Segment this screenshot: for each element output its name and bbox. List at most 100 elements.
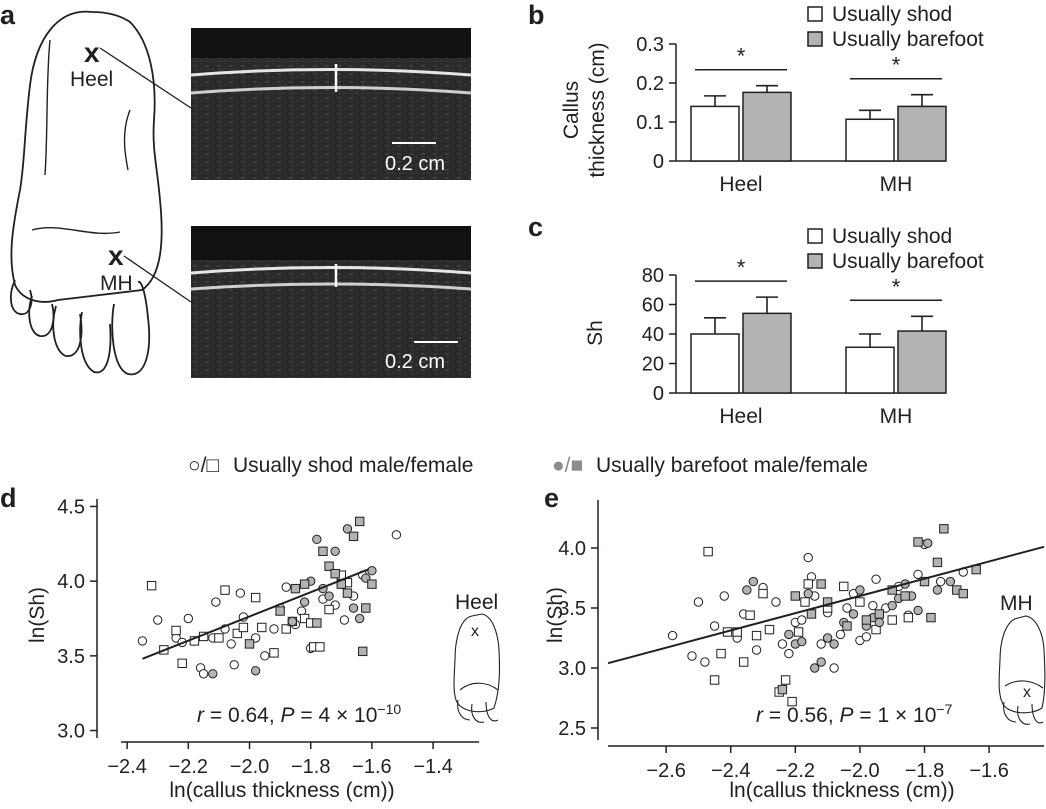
chart-e-point-circle-open bbox=[719, 591, 729, 601]
chart-e-point-square-filled bbox=[777, 684, 788, 695]
legend-b-barefoot-swatch bbox=[807, 31, 823, 47]
chart-d-point-square-filled bbox=[290, 583, 301, 594]
chart-d-point-square-open bbox=[250, 592, 261, 603]
chart-c-bar-heel-shod bbox=[690, 333, 740, 394]
chart-d-point-square-open bbox=[214, 633, 224, 643]
chart-e-point-circle-open bbox=[777, 639, 788, 649]
chart-e-point-circle-filled bbox=[829, 639, 839, 649]
chart-e-xtick-label: −1.6 bbox=[969, 760, 1008, 782]
chart-e-point-circle-filled bbox=[848, 609, 859, 619]
chart-e-xtick-label: −1.8 bbox=[905, 760, 944, 782]
legend-c-shod-swatch bbox=[807, 228, 823, 244]
chart-d-point-circle-filled bbox=[324, 591, 334, 601]
chart-d-point-circle-open bbox=[339, 615, 350, 625]
legend-c-barefoot-swatch bbox=[807, 253, 823, 269]
panel-label-b: b bbox=[528, 0, 545, 30]
legend-b-shod-label: Usually shod bbox=[832, 3, 952, 26]
chart-d-point-square-open bbox=[324, 604, 334, 615]
chart-e-point-square-open bbox=[709, 675, 720, 685]
chart-e-point-square-filled bbox=[861, 615, 872, 625]
chart-e-ytick-label: 4.0 bbox=[558, 538, 586, 560]
chart-b-bar-mh-shod bbox=[845, 118, 895, 162]
chart-e-p-value: 1 × 10 bbox=[877, 704, 936, 727]
legend-b-shod-swatch bbox=[807, 6, 823, 22]
chart-c-bar-mh-barefoot bbox=[897, 330, 947, 394]
chart-e-point-square-open bbox=[764, 624, 775, 635]
chart-e-xtick-label: −2.2 bbox=[776, 760, 815, 782]
chart-c-ytick-label: 20 bbox=[642, 354, 664, 376]
chart-e-point-square-open bbox=[745, 610, 755, 620]
chart-d-point-circle-open bbox=[260, 651, 270, 661]
chart-e-point-square-open bbox=[751, 630, 762, 641]
chart-e-point-circle-open bbox=[771, 597, 781, 607]
chart-d-point-circle-filled bbox=[312, 534, 322, 545]
chart-c-xtick-label: MH bbox=[880, 405, 913, 428]
chart-e-point-square-filled bbox=[842, 621, 852, 631]
chart-d-point-circle-open bbox=[198, 669, 209, 679]
chart-e-annotation: r = 0.56, P = 1 × 10−7 bbox=[756, 701, 953, 727]
chart-d-ytick-label: 3.0 bbox=[57, 721, 85, 743]
panel-label-c: c bbox=[528, 212, 543, 242]
chart-d-point-circle-open bbox=[137, 636, 148, 646]
chart-e-scatter-plot: 2.5 3.0 3.5 4.0 −2.6 −2.4 −2.2 −2.0 −1.8 −1.6 bbox=[558, 500, 1045, 782]
heel-skin-surface bbox=[190, 68, 472, 77]
chart-e-point-circle-filled bbox=[809, 663, 820, 673]
chart-d-point-square-open bbox=[220, 585, 230, 595]
chart-d-point-square-filled bbox=[367, 579, 377, 589]
chart-d-xlabel: ln(callus thickness (cm)) bbox=[169, 779, 394, 802]
chart-c-ytick-label: 80 bbox=[642, 265, 664, 287]
chart-d-point-circle-open bbox=[391, 530, 402, 540]
chart-b-bar-mh-barefoot bbox=[897, 105, 947, 162]
legend-barefoot-symbols: ●/■ bbox=[552, 454, 583, 477]
mh-inset-foot-icon bbox=[998, 615, 1046, 725]
chart-e-inset-title: MH bbox=[1000, 592, 1033, 615]
legend-c-barefoot-label: Usually barefoot bbox=[832, 250, 984, 273]
chart-b-ylabel-line1: Callus bbox=[560, 81, 583, 139]
chart-e-point-circle-filled bbox=[797, 636, 807, 647]
chart-b-bar-chart: 0 0.1 0.2 0.3 * Heel * MH bbox=[636, 34, 947, 196]
chart-e-point-square-filled bbox=[932, 557, 943, 568]
chart-d-point-square-open bbox=[315, 642, 325, 652]
chart-d-point-square-filled bbox=[244, 639, 255, 649]
foot-outline-illustration bbox=[9, 10, 163, 376]
chart-e-point-circle-filled bbox=[803, 588, 813, 599]
heel-label: Heel bbox=[70, 68, 113, 91]
chart-e-point-circle-open bbox=[687, 651, 697, 661]
chart-b-significance-star: * bbox=[892, 53, 901, 78]
chart-d-point-circle-open bbox=[269, 624, 279, 634]
chart-d-point-square-filled bbox=[318, 546, 328, 556]
chart-e-p-exponent: −7 bbox=[936, 701, 952, 717]
chart-c-significance-star: * bbox=[737, 255, 746, 280]
chart-e-point-circle-open bbox=[784, 648, 794, 659]
chart-e-point-circle-filled bbox=[742, 585, 752, 595]
chart-d-point-square-filled bbox=[312, 618, 322, 628]
legend-c: Usually shod Usually barefoot bbox=[807, 225, 984, 273]
chart-e-ytick-label: 2.5 bbox=[558, 718, 586, 740]
chart-d-xtick-label: −1.6 bbox=[352, 756, 391, 778]
chart-e-point-circle-filled bbox=[855, 585, 865, 595]
chart-e-point-circle-open bbox=[693, 597, 704, 607]
heel-pointer-line bbox=[99, 47, 192, 109]
mh-x-mark: x bbox=[108, 240, 124, 271]
chart-b-significance-star: * bbox=[737, 44, 746, 69]
panel-label-a: a bbox=[0, 0, 16, 30]
chart-d-point-square-filled bbox=[361, 603, 371, 613]
chart-d-ylabel: ln(Sh) bbox=[26, 587, 49, 643]
chart-e-point-square-open bbox=[887, 615, 897, 625]
chart-d-point-square-filled bbox=[354, 516, 365, 527]
chart-c-ylabel: Sh bbox=[584, 320, 607, 346]
chart-d-ytick-label: 4.5 bbox=[57, 496, 85, 518]
chart-e-r-value: 0.56 bbox=[787, 704, 828, 727]
heel-ultrasound-image: 0.2 cm bbox=[190, 28, 472, 180]
chart-e-point-square-open bbox=[839, 581, 849, 592]
chart-e-ytick-label: 3.5 bbox=[558, 598, 586, 620]
chart-d-point-circle-filled bbox=[208, 669, 218, 679]
chart-e-point-circle-open bbox=[816, 639, 826, 649]
chart-d-point-square-filled bbox=[358, 646, 368, 657]
chart-d-point-square-open bbox=[238, 622, 249, 633]
chart-c-xtick-label: Heel bbox=[719, 405, 762, 428]
chart-e-point-circle-filled bbox=[887, 600, 897, 611]
panel-label-e: e bbox=[544, 483, 559, 513]
legend-barefoot-text: Usually barefoot male/female bbox=[596, 454, 868, 477]
chart-e-point-square-filled bbox=[919, 576, 930, 587]
